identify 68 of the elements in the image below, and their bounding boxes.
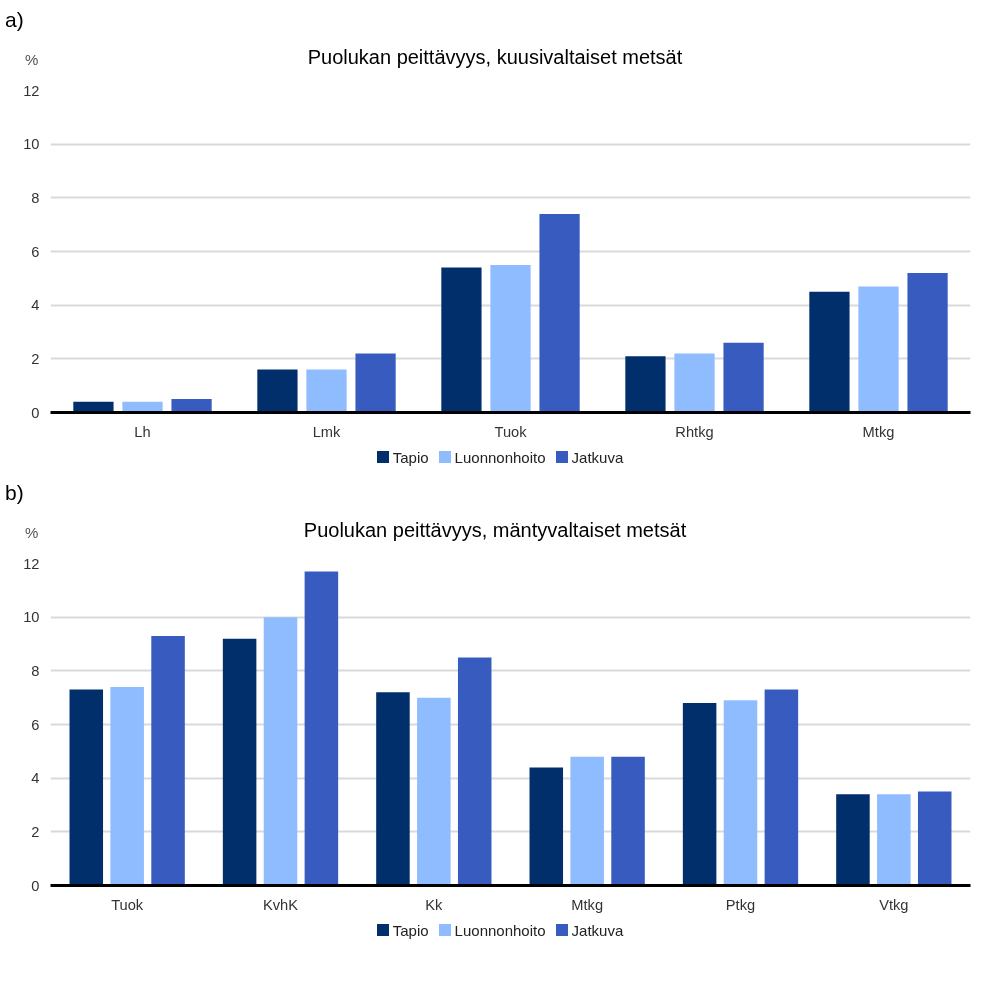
bar (490, 264, 531, 413)
x-tick-label: Mtkg (862, 423, 895, 440)
legend-label: Tapio (392, 922, 429, 939)
y-tick-label: 12 (23, 555, 40, 572)
bar (764, 689, 799, 886)
x-tick-label: KvhK (262, 896, 299, 913)
bar (674, 353, 715, 413)
bar (836, 794, 870, 886)
x-tick-label: Kk (425, 896, 444, 913)
bar (625, 356, 666, 413)
bar (723, 700, 758, 886)
y-tick-label: 6 (31, 716, 40, 733)
x-tick-label: Tuok (494, 423, 528, 440)
y-tick-label: 2 (31, 350, 40, 367)
bar (417, 697, 451, 886)
y-tick-label: 0 (31, 877, 40, 894)
bar (376, 692, 410, 886)
y-axis-title: % (25, 50, 39, 70)
bar (611, 756, 645, 886)
x-tick-label: Tuok (111, 896, 144, 913)
bar (570, 756, 604, 886)
legend-label: Luonnonhoito (454, 449, 546, 466)
bar (441, 267, 482, 413)
x-tick-label: Rhtkg (675, 423, 714, 440)
bar (877, 794, 911, 886)
bar (110, 686, 144, 886)
y-tick-label: 10 (23, 136, 40, 153)
bar (257, 369, 298, 413)
y-tick-label: 4 (31, 770, 40, 787)
legend-label: Luonnonhoito (454, 922, 546, 939)
bar (457, 657, 492, 886)
bar (355, 353, 396, 413)
bar (858, 286, 899, 413)
bar (529, 767, 564, 886)
x-tick-label: Vtkg (879, 896, 909, 913)
y-tick-label: 2 (31, 823, 40, 840)
bar (69, 689, 104, 886)
y-tick-label: 8 (31, 662, 40, 679)
y-tick-label: 10 (23, 609, 40, 626)
chart-title: Puolukan peittävyys, kuusivaltaiset metsät (307, 46, 683, 68)
y-tick-label: 12 (23, 82, 40, 99)
y-tick-label: 4 (31, 297, 40, 314)
chart-title: Puolukan peittävyys, mäntyvaltaiset metsät (303, 519, 687, 541)
y-tick-label: 6 (31, 243, 40, 260)
y-tick-label: 0 (31, 404, 40, 421)
bar (809, 291, 850, 413)
legend-label: Jatkuva (571, 922, 624, 939)
bar (151, 635, 185, 886)
legend-label: Tapio (392, 449, 429, 466)
bar (917, 791, 952, 886)
bar (723, 342, 764, 413)
y-tick-label: 8 (31, 189, 40, 206)
x-tick-label: Lmk (312, 423, 342, 440)
text: b) (5, 480, 25, 506)
bar (682, 703, 717, 886)
text: a) (5, 7, 25, 33)
x-tick-label: Lh (134, 423, 151, 440)
legend-label: Jatkuva (571, 449, 624, 466)
bar (306, 369, 347, 413)
bar (222, 638, 257, 886)
bar (304, 571, 339, 886)
bar (171, 399, 212, 413)
x-tick-label: Ptkg (725, 896, 756, 913)
bar (539, 213, 580, 413)
x-tick-label: Mtkg (571, 896, 604, 913)
bar (263, 617, 298, 886)
bar (907, 272, 948, 413)
y-axis-title: % (25, 523, 39, 543)
